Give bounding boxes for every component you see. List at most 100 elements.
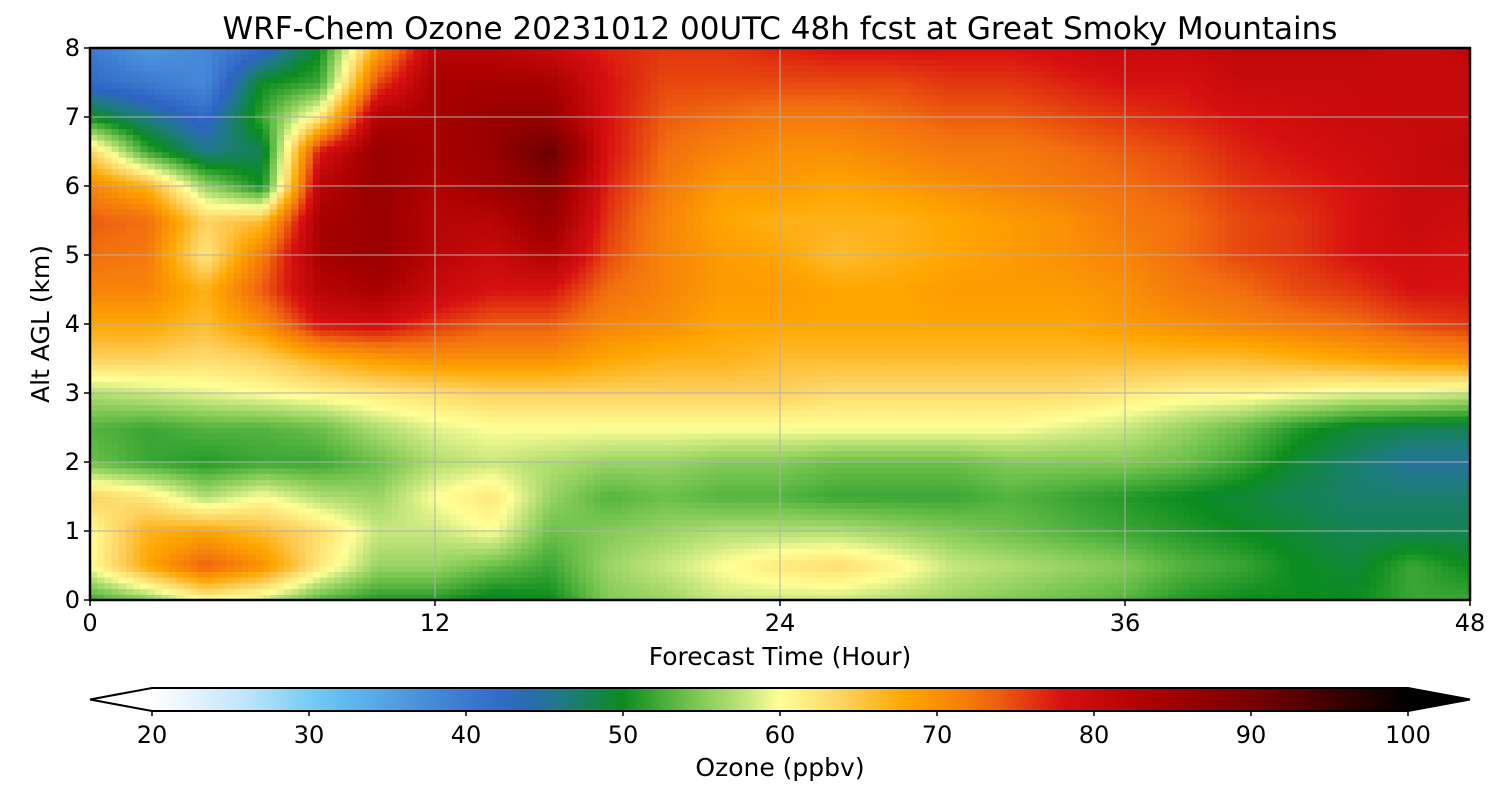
heatmap-cell [981, 542, 990, 549]
heatmap-cell [492, 548, 501, 555]
heatmap-cell [535, 571, 544, 578]
heatmap-cell [190, 525, 199, 532]
heatmap-cell [125, 565, 134, 572]
heatmap-cell [1060, 542, 1069, 549]
heatmap-cell [1196, 582, 1205, 590]
heatmap-cell [1347, 582, 1356, 590]
heatmap-cell [981, 525, 990, 532]
heatmap-cell [607, 542, 616, 549]
heatmap-cell [1189, 513, 1198, 521]
heatmap-cell [657, 565, 666, 572]
heatmap-cell [729, 479, 738, 486]
heatmap-cell [240, 508, 249, 515]
heatmap-cell [1060, 577, 1069, 584]
heatmap-cell [284, 531, 292, 538]
heatmap-cell [1362, 588, 1370, 595]
heatmap-cell [1196, 594, 1205, 600]
heatmap-cell [772, 485, 781, 492]
heatmap-cell [1383, 462, 1392, 469]
heatmap-cell [600, 508, 609, 515]
heatmap-cell [607, 577, 616, 584]
heatmap-cell [248, 508, 256, 515]
heatmap-cell [787, 462, 795, 469]
heatmap-cell [140, 502, 149, 509]
heatmap-cell [492, 565, 501, 572]
heatmap-cell [413, 594, 422, 600]
heatmap-cell [916, 582, 925, 590]
heatmap-cell [327, 502, 335, 509]
heatmap-cell [621, 588, 630, 595]
heatmap-cell [1053, 513, 1061, 521]
heatmap-cell [233, 456, 242, 463]
heatmap-cell [90, 502, 98, 509]
heatmap-cell [355, 467, 364, 475]
heatmap-cell [1225, 456, 1234, 463]
heatmap-cell [406, 531, 415, 538]
heatmap-cell [1405, 467, 1414, 475]
heatmap-cell [118, 571, 127, 578]
heatmap-cell [693, 582, 702, 590]
heatmap-cell [1376, 536, 1385, 544]
heatmap-cell [456, 473, 465, 480]
heatmap-cell [133, 450, 141, 457]
heatmap-cell [844, 588, 853, 595]
heatmap-cell [1153, 479, 1162, 486]
heatmap-cell [219, 513, 228, 521]
heatmap-cell [1448, 536, 1457, 544]
heatmap-cell [1232, 571, 1241, 578]
heatmap-cell [1074, 479, 1083, 486]
heatmap-cell [1297, 467, 1306, 475]
heatmap-cell [966, 554, 975, 561]
heatmap-cell [176, 519, 185, 526]
heatmap-cell [736, 508, 745, 515]
heatmap-cell [722, 594, 731, 600]
heatmap-cell [528, 588, 537, 595]
heatmap-cell [1254, 531, 1263, 538]
heatmap-cell [125, 467, 134, 475]
heatmap-cell [988, 456, 997, 463]
heatmap-cell [1175, 536, 1184, 544]
heatmap-cell [1275, 502, 1284, 509]
heatmap-cell [751, 554, 760, 561]
heatmap-cell [1125, 559, 1133, 567]
heatmap-cell [1319, 473, 1327, 480]
heatmap-cell [1204, 513, 1212, 521]
heatmap-cell [974, 485, 982, 492]
heatmap-cell [176, 467, 185, 475]
heatmap-cell [463, 577, 472, 584]
heatmap-cell [1031, 490, 1040, 498]
heatmap-cell [729, 450, 738, 457]
heatmap-cell [1010, 525, 1018, 532]
heatmap-cell [248, 467, 256, 475]
heatmap-cell [341, 496, 350, 503]
heatmap-cell [233, 485, 242, 492]
heatmap-cell [485, 508, 494, 515]
heatmap-cell [945, 508, 954, 515]
heatmap-cell [1139, 542, 1148, 549]
heatmap-cell [578, 571, 587, 578]
heatmap-cell [744, 565, 752, 572]
heatmap-cell [154, 594, 163, 600]
heatmap-cell [399, 490, 407, 498]
heatmap-cell [578, 479, 587, 486]
heatmap-cell [823, 485, 831, 492]
heatmap-cell [449, 559, 458, 567]
heatmap-cell [226, 450, 235, 457]
heatmap-cell [427, 450, 436, 457]
heatmap-cell [808, 588, 817, 595]
heatmap-cell [205, 571, 213, 578]
heatmap-cell [327, 559, 335, 567]
heatmap-cell [1031, 548, 1040, 555]
heatmap-cell [327, 554, 335, 561]
heatmap-cell [1340, 519, 1349, 526]
heatmap-cell [118, 479, 127, 486]
heatmap-cell [995, 513, 1004, 521]
heatmap-cell [435, 559, 443, 567]
heatmap-cell [226, 577, 235, 584]
heatmap-cell [1441, 473, 1450, 480]
heatmap-cell [578, 554, 587, 561]
heatmap-cell [370, 490, 379, 498]
heatmap-cell [1103, 554, 1112, 561]
heatmap-cell [895, 450, 903, 457]
heatmap-cell [1232, 582, 1241, 590]
